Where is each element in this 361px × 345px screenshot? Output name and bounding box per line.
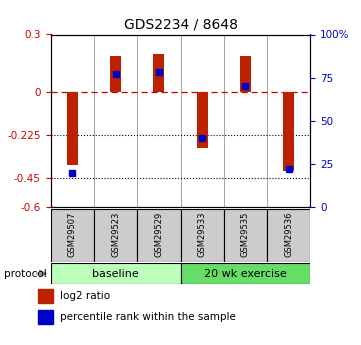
Bar [180,209,224,262]
Bar [51,209,94,262]
Bar [283,92,294,170]
Bar [67,92,78,165]
Text: GSM29533: GSM29533 [198,211,206,257]
Bar [38,289,53,303]
Bar [110,56,121,92]
Bar [153,54,164,92]
Bar [51,263,180,284]
Bar [180,263,310,284]
Bar [94,209,137,262]
Text: GSM29536: GSM29536 [284,211,293,257]
Text: 20 wk exercise: 20 wk exercise [204,269,287,278]
Bar [137,209,180,262]
Text: protocol: protocol [4,269,46,278]
Text: GSM29507: GSM29507 [68,212,77,257]
Bar [197,92,208,148]
Text: GSM29535: GSM29535 [241,212,250,257]
Bar [224,209,267,262]
Bar [240,56,251,92]
Text: GSM29529: GSM29529 [155,212,163,257]
Bar [267,209,310,262]
Title: GDS2234 / 8648: GDS2234 / 8648 [123,18,238,32]
Text: baseline: baseline [92,269,139,278]
Text: GSM29523: GSM29523 [111,212,120,257]
Bar [38,309,53,324]
Text: log2 ratio: log2 ratio [60,292,110,301]
Text: percentile rank within the sample: percentile rank within the sample [60,312,235,322]
